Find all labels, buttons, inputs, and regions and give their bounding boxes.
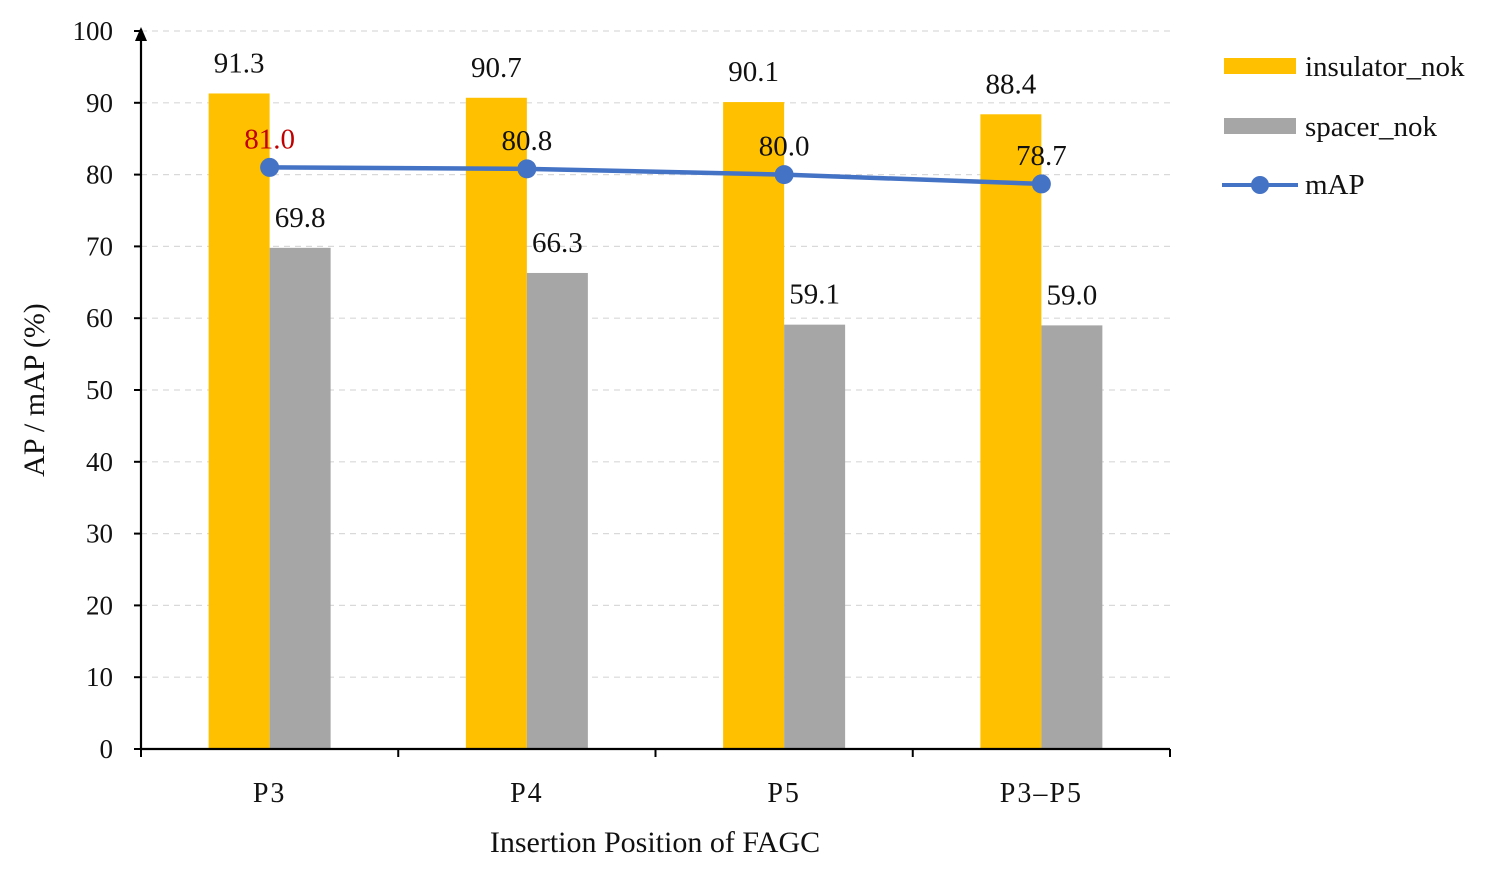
point-map <box>517 159 537 179</box>
data-label-spacer-nok: 59.0 <box>1047 279 1098 311</box>
legend-label-map: mAP <box>1305 169 1365 201</box>
data-label-insulator-nok: 91.3 <box>214 47 265 79</box>
y-tick-label: 100 <box>73 16 114 46</box>
x-tick-label: P3 <box>253 778 287 809</box>
y-tick-label: 0 <box>100 734 114 764</box>
point-map <box>260 157 280 177</box>
legend-swatch-spacer-nok <box>1224 118 1296 134</box>
data-label-insulator-nok: 90.7 <box>471 52 522 84</box>
y-tick-label: 50 <box>86 375 113 405</box>
bar-spacer-nok <box>1041 325 1103 749</box>
data-label-spacer-nok: 66.3 <box>532 227 583 259</box>
data-label-map: 81.0 <box>244 123 295 155</box>
data-label-map: 78.7 <box>1016 140 1067 172</box>
y-tick-label: 60 <box>86 303 113 333</box>
map-line <box>260 157 1051 194</box>
data-label-map: 80.0 <box>759 131 810 163</box>
x-tick-label: P3–P5 <box>1000 778 1083 809</box>
data-label-insulator-nok: 88.4 <box>986 68 1037 100</box>
y-tick-label: 70 <box>86 231 113 261</box>
data-label-map: 80.8 <box>502 125 553 157</box>
y-tick-label: 90 <box>86 88 113 118</box>
legend: insulator_nok spacer_nok mAP <box>1222 51 1465 201</box>
y-axis-title: AP / mAP (%) <box>18 303 51 477</box>
point-map <box>1031 174 1051 194</box>
point-map <box>774 165 794 185</box>
data-labels: 91.3 90.7 90.1 88.4 69.8 66.3 59.1 59.0 81.0 80.8… <box>214 47 1098 311</box>
bar-insulator-nok <box>723 102 785 749</box>
y-tick-label: 10 <box>86 662 113 692</box>
legend-swatch-map-marker <box>1251 176 1269 194</box>
x-axis-title: Insertion Position of FAGC <box>490 826 820 859</box>
y-tick-label: 80 <box>86 160 113 190</box>
legend-swatch-insulator-nok <box>1224 58 1296 74</box>
y-tick-label: 40 <box>86 447 113 477</box>
bar-insulator-nok <box>208 93 270 749</box>
legend-label-spacer-nok: spacer_nok <box>1305 111 1438 143</box>
bar-spacer-nok <box>269 247 331 749</box>
y-tick-label: 30 <box>86 519 113 549</box>
y-tick-label: 20 <box>86 590 113 620</box>
data-label-spacer-nok: 59.1 <box>789 279 840 311</box>
bars <box>208 93 1103 750</box>
x-tick-label: P4 <box>510 778 544 809</box>
axes: 0 10 20 30 40 50 60 70 80 90 100 P3 P4 P5 P3–P5 <box>73 16 1171 809</box>
line-map <box>269 165 1042 187</box>
bar-insulator-nok <box>980 114 1042 749</box>
bar-spacer-nok <box>784 324 846 749</box>
bar-spacer-nok <box>526 272 588 749</box>
legend-label-insulator-nok: insulator_nok <box>1305 51 1465 83</box>
data-label-insulator-nok: 90.1 <box>728 56 779 88</box>
y-axis-arrow <box>135 27 147 41</box>
data-label-spacer-nok: 69.8 <box>275 202 326 234</box>
bar-insulator-nok <box>465 97 527 750</box>
x-tick-label: P5 <box>767 778 801 809</box>
